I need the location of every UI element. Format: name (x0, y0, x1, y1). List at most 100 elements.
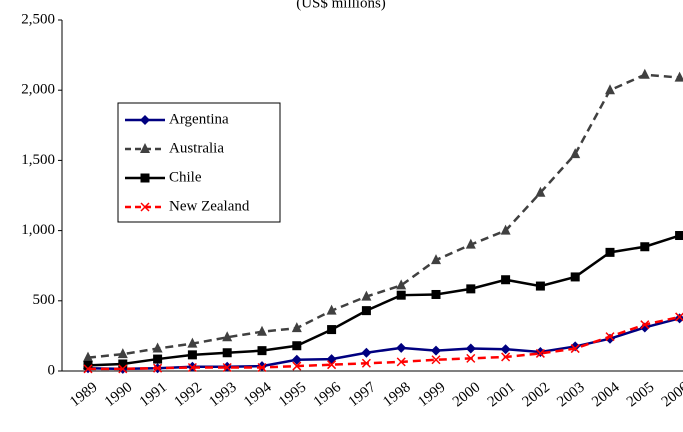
marker (326, 354, 337, 365)
marker (257, 346, 267, 356)
marker (153, 363, 163, 373)
marker (118, 364, 128, 374)
x-tick-label: 1991 (137, 379, 170, 410)
marker (153, 354, 163, 364)
y-tick-label: 2,000 (21, 82, 55, 98)
marker (605, 84, 615, 95)
marker (257, 361, 267, 372)
y-tick-label: 1,500 (21, 152, 55, 168)
marker (675, 231, 683, 241)
legend-label: Chile (169, 169, 202, 185)
marker (500, 344, 511, 355)
marker (83, 351, 93, 362)
marker (326, 304, 337, 315)
y-tick-label: 500 (33, 292, 56, 308)
x-tick-label: 1994 (241, 379, 275, 410)
marker (187, 350, 197, 360)
marker (118, 359, 128, 369)
marker (327, 360, 337, 370)
marker (500, 224, 511, 235)
x-tick-label: 2005 (624, 379, 657, 410)
y-tick-label: 1,000 (21, 222, 55, 238)
marker (292, 341, 302, 351)
marker (466, 353, 476, 363)
marker (640, 320, 650, 330)
x-tick-label: 1995 (276, 379, 309, 410)
marker (187, 362, 197, 373)
x-tick-label: 1996 (311, 379, 345, 410)
marker (431, 254, 441, 265)
marker (222, 331, 233, 342)
marker (570, 344, 580, 354)
marker (605, 332, 615, 342)
legend-marker (140, 202, 150, 212)
marker (535, 348, 545, 358)
marker (466, 284, 476, 294)
marker (674, 71, 683, 82)
x-tick-label: 1990 (102, 379, 135, 410)
marker (152, 342, 163, 353)
marker (570, 272, 580, 282)
chart-subtitle: (US$ millions) (296, 0, 386, 11)
marker (431, 345, 441, 356)
marker (291, 354, 302, 365)
marker (501, 352, 511, 362)
marker (257, 362, 267, 373)
marker (396, 342, 407, 353)
x-tick-label: 1989 (67, 379, 100, 410)
x-tick-label: 1992 (171, 379, 204, 410)
marker (257, 325, 267, 336)
marker (535, 347, 546, 358)
marker (291, 322, 302, 333)
x-tick-label: 2000 (450, 379, 483, 410)
marker (465, 238, 476, 249)
marker (361, 347, 372, 358)
x-tick-label: 1997 (345, 379, 379, 410)
legend-label: New Zealand (169, 198, 250, 214)
marker (501, 275, 511, 285)
legend-marker (140, 143, 150, 153)
marker (327, 325, 337, 335)
x-tick-label: 1993 (206, 379, 239, 410)
legend-marker (140, 115, 150, 125)
x-tick-label: 2002 (519, 379, 552, 410)
marker (431, 355, 441, 365)
series-line (87, 73, 680, 359)
marker (83, 364, 93, 374)
y-tick-label: 2,500 (21, 11, 55, 27)
marker (396, 279, 407, 290)
legend-label: Argentina (169, 111, 229, 127)
x-tick-label: 1998 (380, 379, 413, 410)
x-tick-label: 2001 (485, 379, 518, 410)
marker (570, 148, 581, 159)
marker (535, 281, 545, 291)
marker (361, 306, 371, 316)
marker (431, 289, 441, 299)
series-line (87, 317, 680, 371)
marker (222, 348, 232, 358)
series-line (87, 234, 680, 367)
x-tick-label: 1999 (415, 379, 448, 410)
series-line (88, 315, 680, 371)
legend-marker (140, 173, 150, 183)
marker (361, 290, 372, 301)
marker (187, 337, 198, 348)
marker (605, 247, 615, 257)
marker (396, 357, 406, 367)
x-tick-label: 2004 (589, 379, 623, 410)
legend-label: Australia (169, 140, 224, 156)
marker (83, 360, 93, 370)
marker (396, 290, 406, 300)
marker (640, 242, 650, 252)
marker (222, 362, 232, 373)
x-tick-label: 2003 (554, 379, 587, 410)
marker (117, 348, 128, 359)
marker (292, 361, 302, 371)
marker (639, 68, 650, 79)
x-tick-label: 2006 (659, 379, 683, 410)
marker (465, 343, 476, 354)
y-tick-label: 0 (48, 362, 56, 378)
marker (361, 358, 371, 368)
